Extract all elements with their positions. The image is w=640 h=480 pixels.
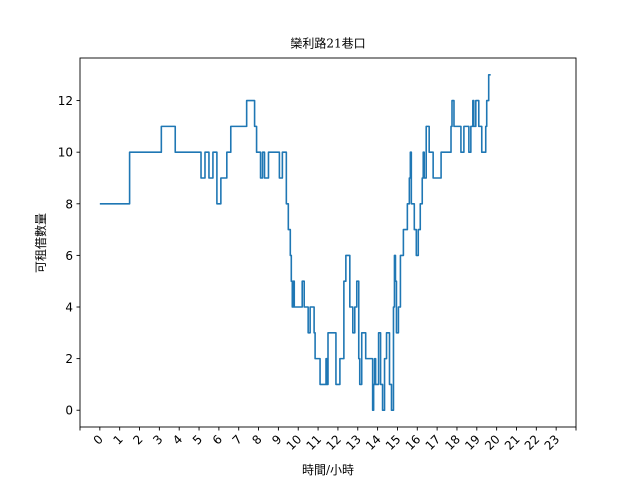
- y-tick-label: 8: [65, 197, 73, 211]
- y-tick-label: 2: [65, 352, 73, 366]
- x-axis-label: 時間/小時: [302, 463, 354, 477]
- x-tick-label: 12: [323, 432, 344, 453]
- x-tick-label: 13: [343, 432, 364, 453]
- chart-title: 欒利路21巷口: [290, 36, 365, 51]
- y-tick-label: 6: [65, 249, 73, 263]
- x-tick-label: 9: [269, 432, 284, 447]
- y-axis: 0 2 4 6 8 10 12: [58, 94, 80, 418]
- x-tick-label: 0: [91, 432, 106, 447]
- plot-area: [99, 73, 491, 412]
- x-tick-label: 18: [442, 432, 463, 453]
- y-tick-label: 0: [65, 404, 73, 418]
- x-tick-label: 15: [383, 432, 404, 453]
- x-axis: 0 1 2 3 4 5 6 7 8 9 10 11 12 13 14 15 16 17 18 19 20 21 22 23: [79, 427, 577, 453]
- x-tick-label: 10: [284, 432, 305, 453]
- series-line: [99, 73, 491, 412]
- y-axis-label: 可租借數量: [34, 213, 48, 273]
- x-tick-label: 6: [210, 432, 225, 447]
- x-tick-label: 16: [403, 432, 424, 453]
- x-tick-label: 2: [130, 432, 145, 447]
- y-tick-label: 4: [65, 301, 73, 315]
- x-tick-label: 20: [482, 432, 503, 453]
- x-tick-label: 14: [363, 432, 384, 453]
- x-tick-label: 22: [522, 432, 543, 453]
- x-tick-label: 11: [303, 432, 324, 453]
- y-tick-label: 10: [58, 146, 73, 160]
- x-tick-label: 4: [170, 432, 185, 447]
- x-tick-label: 1: [110, 432, 125, 447]
- x-tick-label: 17: [423, 432, 444, 453]
- x-tick-label: 23: [542, 432, 563, 453]
- plot-frame: [79, 57, 577, 428]
- x-tick-label: 19: [462, 432, 483, 453]
- x-tick-label: 21: [502, 432, 523, 453]
- x-tick-label: 3: [150, 432, 165, 447]
- y-tick-label: 12: [58, 94, 73, 108]
- x-tick-label: 8: [249, 432, 264, 447]
- x-tick-label: 5: [190, 432, 205, 447]
- x-tick-label: 7: [230, 432, 245, 447]
